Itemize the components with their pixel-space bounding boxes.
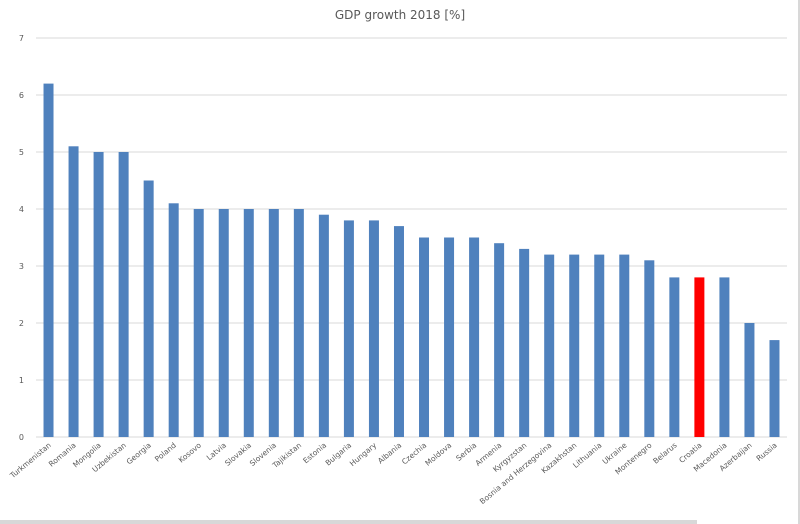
x-tick-label: Russia <box>755 441 779 463</box>
bar-ukraine <box>619 254 630 437</box>
bar-bulgaria <box>343 220 354 437</box>
bar-bosnia-and-herzegovina <box>544 254 555 437</box>
bar-lithuania <box>594 254 605 437</box>
y-tick-label: 7 <box>19 34 24 43</box>
bar-macedonia <box>719 277 730 437</box>
bar-turkmenistan <box>43 83 54 437</box>
bar-belarus <box>669 277 680 437</box>
bar-azerbaijan <box>744 323 755 437</box>
window-edge-bottom <box>0 520 697 524</box>
x-tick-label: Turkmenistan <box>8 440 53 480</box>
x-axis-labels: TurkmenistanRomaniaMongoliaUzbekistanGeo… <box>8 440 779 506</box>
bars <box>43 83 780 438</box>
bar-czechia <box>419 237 430 437</box>
y-tick-label: 1 <box>19 376 24 385</box>
bar-montenegro <box>644 260 655 437</box>
bar-armenia <box>494 243 505 437</box>
x-tick-label: Moldova <box>423 441 453 468</box>
bar-slovenia <box>268 209 279 437</box>
window-edge-right <box>798 0 800 524</box>
bar-poland <box>168 203 179 437</box>
y-tick-label: 0 <box>19 433 24 442</box>
bar-kosovo <box>193 209 204 437</box>
bar-tajikistan <box>293 209 304 437</box>
y-tick-label: 6 <box>19 91 24 100</box>
bar-latvia <box>218 209 229 437</box>
bar-moldova <box>444 237 455 437</box>
bar-hungary <box>368 220 379 437</box>
bar-romania <box>68 146 79 438</box>
x-tick-label: Belarus <box>651 441 678 466</box>
bar-kyrgyzstan <box>519 248 530 437</box>
bar-kazakhstan <box>569 254 580 437</box>
gridlines: 0 1 2 3 4 5 6 7 <box>19 34 787 442</box>
y-tick-label: 2 <box>19 319 24 328</box>
bar-mongolia <box>93 152 104 437</box>
x-tick-label: Poland <box>153 440 178 463</box>
y-tick-label: 3 <box>19 262 24 271</box>
bar-georgia <box>143 180 154 437</box>
x-tick-label: Albania <box>376 441 403 466</box>
bar-estonia <box>318 214 329 437</box>
y-tick-label: 5 <box>19 148 24 157</box>
bar-russia <box>769 340 780 437</box>
bar-serbia <box>469 237 480 437</box>
x-tick-label: Kosovo <box>177 440 204 464</box>
x-tick-label: Hungary <box>348 440 379 468</box>
bar-croatia <box>694 277 705 437</box>
x-tick-label: Slovakia <box>223 441 253 468</box>
bar-slovakia <box>243 209 254 437</box>
y-tick-label: 4 <box>19 205 24 214</box>
bar-uzbekistan <box>118 152 129 437</box>
bar-albania <box>393 226 404 437</box>
x-tick-label: Georgia <box>125 441 153 467</box>
chart-title: GDP growth 2018 [%] <box>335 8 465 22</box>
